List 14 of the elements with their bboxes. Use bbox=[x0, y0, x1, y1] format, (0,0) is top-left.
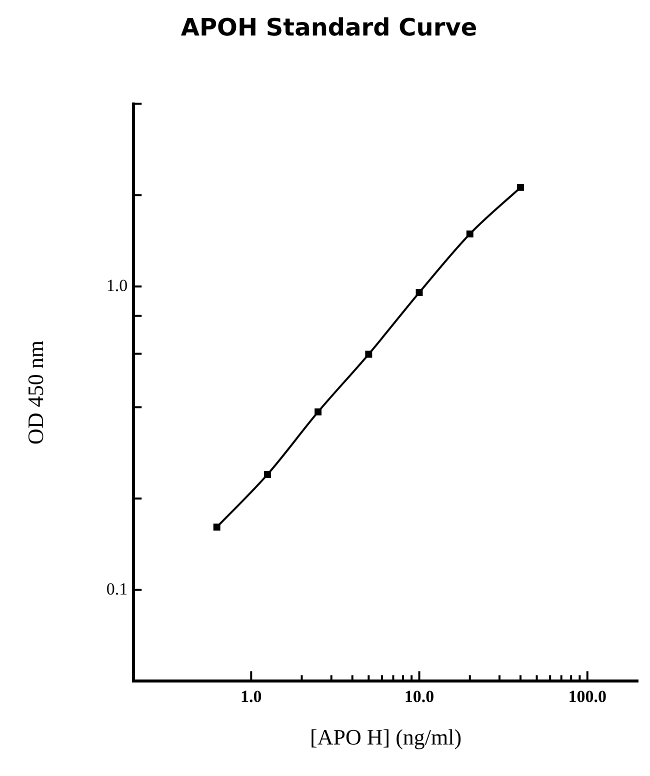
point bbox=[213, 524, 220, 531]
x-tick-label: 10.0 bbox=[404, 686, 434, 706]
point bbox=[466, 230, 474, 238]
x-axis-title: [APO H] (ng/ml) bbox=[310, 724, 462, 750]
point bbox=[365, 350, 372, 358]
point bbox=[416, 289, 423, 296]
x-tick-label: 100.0 bbox=[568, 686, 607, 706]
y-axis-title: OD 450 nm bbox=[22, 340, 48, 444]
chart-title: APOH Standard Curve bbox=[180, 14, 478, 42]
point bbox=[517, 184, 524, 191]
y-tick-label: 0.1 bbox=[106, 579, 128, 598]
x-tick-label: 1.0 bbox=[240, 686, 262, 706]
point bbox=[314, 408, 322, 416]
point bbox=[264, 471, 271, 478]
